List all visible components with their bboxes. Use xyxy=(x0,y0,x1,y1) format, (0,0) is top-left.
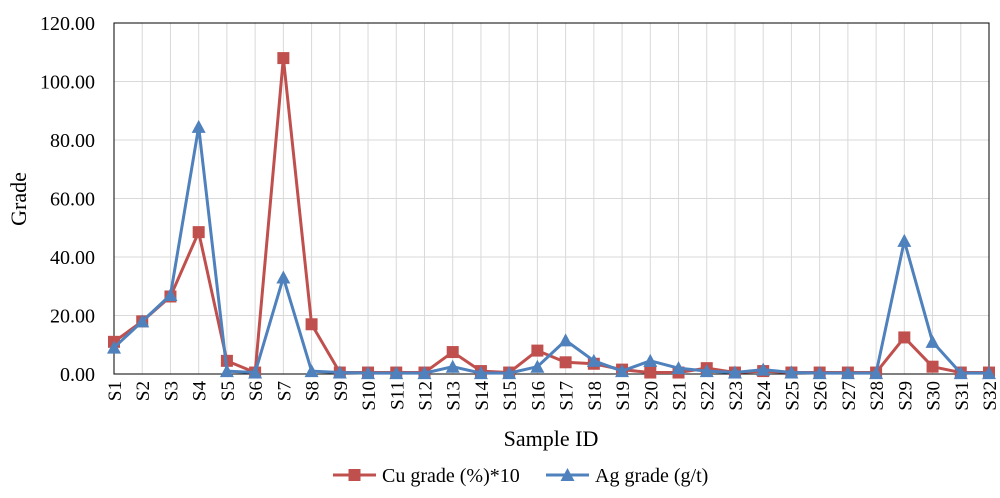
data-point-marker xyxy=(191,119,206,133)
data-point-marker xyxy=(898,331,911,344)
series-line xyxy=(112,125,989,375)
plot-area-frame xyxy=(113,22,990,375)
data-point-marker xyxy=(361,366,376,380)
legend: Cu grade (%)*10 Ag grade (g/t) xyxy=(333,465,708,487)
x-tick-label: S1 xyxy=(105,381,126,401)
data-point-marker xyxy=(531,344,544,357)
x-tick-label: S4 xyxy=(190,381,211,402)
x-tick-label: S11 xyxy=(387,381,408,410)
series-layer xyxy=(107,52,996,380)
x-tick-label: S27 xyxy=(839,381,860,411)
series-1 xyxy=(108,52,995,379)
gridlines xyxy=(113,22,990,375)
data-point-marker xyxy=(473,366,488,380)
data-point-marker xyxy=(332,365,347,379)
data-point-marker xyxy=(643,353,658,367)
x-tick-label: S28 xyxy=(867,381,888,411)
series-line xyxy=(113,56,989,375)
data-point-marker xyxy=(417,366,432,380)
data-point-marker xyxy=(304,364,319,378)
x-tick-label: S32 xyxy=(980,381,1000,411)
legend-marker xyxy=(348,469,361,481)
data-point-marker xyxy=(897,233,912,247)
x-tick-label: S9 xyxy=(331,381,352,401)
y-axis-tick-labels: 0.00 20.00 40.00 60.00 80.00 100.00 120.00 xyxy=(40,13,95,386)
x-tick-label: S18 xyxy=(585,381,606,411)
y-tick-label: 100.00 xyxy=(40,72,95,94)
data-point-marker xyxy=(248,365,263,379)
legend-item-2: Ag grade (g/t) xyxy=(546,465,708,487)
x-tick-label: S26 xyxy=(811,381,832,411)
x-tick-label: S7 xyxy=(274,381,295,401)
x-tick-label: S6 xyxy=(246,381,267,401)
data-point-marker xyxy=(389,366,404,380)
data-point-marker xyxy=(926,360,939,373)
data-point-marker xyxy=(446,346,459,359)
x-tick-label: S16 xyxy=(528,381,549,411)
y-axis-title: Grade xyxy=(6,172,31,226)
data-point-marker xyxy=(925,334,940,348)
data-point-marker xyxy=(644,366,657,379)
data-point-marker xyxy=(135,314,150,328)
data-point-marker xyxy=(784,365,799,379)
x-tick-label: S25 xyxy=(782,381,803,411)
x-tick-label: S19 xyxy=(613,381,634,411)
data-point-marker xyxy=(699,364,714,378)
x-tick-label: S29 xyxy=(895,381,916,411)
legend-label: Ag grade (g/t) xyxy=(595,465,708,487)
data-point-marker xyxy=(277,52,290,65)
y-tick-label: 80.00 xyxy=(50,130,95,152)
data-point-marker xyxy=(163,288,178,302)
x-tick-label: S12 xyxy=(415,381,436,411)
y-tick-label: 20.00 xyxy=(50,306,95,328)
data-point-marker xyxy=(192,226,205,239)
x-axis-title: Sample ID xyxy=(504,426,599,451)
data-point-marker xyxy=(869,366,884,380)
x-tick-label: S24 xyxy=(754,381,775,411)
data-point-marker xyxy=(558,333,573,347)
data-point-marker xyxy=(671,361,686,375)
data-point-marker xyxy=(445,359,460,373)
x-axis-tick-labels: S1 S2 S3 S4 S5 S6 S7 S8 S9 S10 S11 S12 S13 S14 S15 S16 S… xyxy=(105,381,1000,411)
legend-item-1: Cu grade (%)*10 xyxy=(333,465,520,487)
x-tick-label: S22 xyxy=(698,381,719,411)
data-point-marker xyxy=(982,366,996,380)
x-tick-label: S23 xyxy=(726,381,747,411)
x-tick-label: S10 xyxy=(359,381,380,411)
data-point-marker xyxy=(530,359,545,373)
y-tick-label: 0.00 xyxy=(60,364,95,386)
data-point-marker xyxy=(559,356,572,369)
data-point-marker xyxy=(812,366,827,380)
data-point-marker xyxy=(727,365,742,379)
y-tick-label: 40.00 xyxy=(50,247,95,269)
y-tick-label: 60.00 xyxy=(50,189,95,211)
legend-marker xyxy=(560,468,575,481)
x-tick-label: S30 xyxy=(924,381,945,411)
data-point-marker xyxy=(276,270,291,284)
data-point-marker xyxy=(502,366,517,380)
x-tick-label: S13 xyxy=(444,381,465,411)
data-point-marker xyxy=(305,318,318,331)
data-point-marker xyxy=(840,366,855,380)
x-tick-label: S8 xyxy=(303,381,324,401)
series-2 xyxy=(107,119,996,380)
data-point-marker xyxy=(756,362,771,376)
x-tick-label: S17 xyxy=(557,381,578,411)
data-point-marker xyxy=(615,364,630,378)
x-tick-label: S2 xyxy=(133,381,154,401)
data-point-marker xyxy=(219,364,234,378)
data-point-marker xyxy=(586,353,601,367)
data-point-marker xyxy=(953,366,968,380)
x-tick-label: S5 xyxy=(218,381,239,401)
legend-label: Cu grade (%)*10 xyxy=(382,465,520,487)
x-tick-label: S21 xyxy=(670,381,691,411)
y-tick-label: 120.00 xyxy=(40,13,95,35)
x-tick-label: S20 xyxy=(641,381,662,411)
data-point-marker xyxy=(107,340,121,354)
x-tick-label: S15 xyxy=(500,381,521,411)
x-tick-label: S31 xyxy=(952,381,973,411)
x-tick-label: S3 xyxy=(161,381,182,401)
x-tick-label: S14 xyxy=(472,381,493,411)
